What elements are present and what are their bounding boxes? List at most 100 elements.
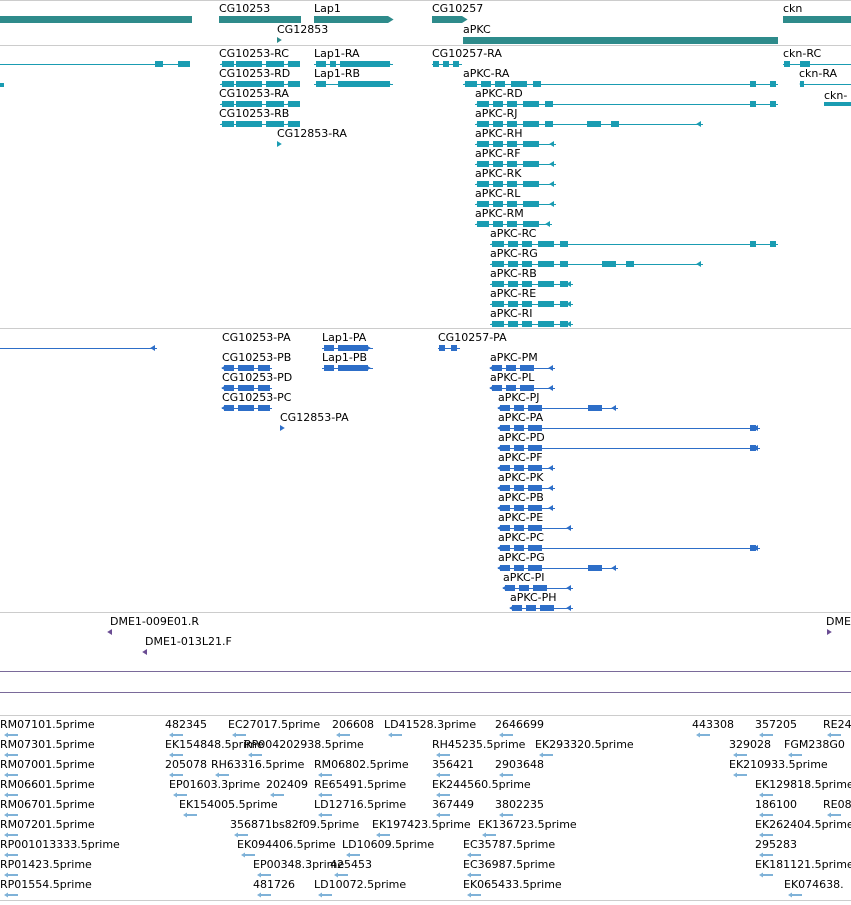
track-label[interactable]: 202409 bbox=[266, 778, 308, 791]
track-label[interactable]: EK129818.5prime bbox=[755, 778, 851, 791]
track-label[interactable]: CG10253 bbox=[219, 2, 271, 15]
track-label[interactable]: aPKC-RI bbox=[490, 307, 533, 320]
track-label[interactable]: aPKC-RM bbox=[475, 207, 524, 220]
track-label[interactable]: CG12853 bbox=[277, 23, 329, 36]
track-label[interactable]: 356871bs82f09.5prime bbox=[230, 818, 360, 831]
track-label[interactable]: aPKC-RJ bbox=[475, 107, 518, 120]
track-label[interactable]: aPKC-PB bbox=[498, 491, 544, 504]
track-label[interactable]: EC27017.5prime bbox=[228, 718, 321, 731]
track-label[interactable]: aPKC-PD bbox=[498, 431, 545, 444]
track-label[interactable]: Lap1-PA bbox=[322, 331, 367, 344]
track-label[interactable]: aPKC-PJ bbox=[498, 391, 540, 404]
track-label[interactable]: DME1-013L21.F bbox=[145, 635, 232, 648]
track-label[interactable]: CG10257-PA bbox=[438, 331, 507, 344]
track-label[interactable]: CG12853-PA bbox=[280, 411, 349, 424]
track-label[interactable]: LD41528.3prime bbox=[384, 718, 477, 731]
track-label[interactable]: 186100 bbox=[755, 798, 797, 811]
track-label[interactable]: aPKC-RD bbox=[475, 87, 523, 100]
track-label[interactable]: aPKC-PM bbox=[490, 351, 538, 364]
track-label[interactable]: DME bbox=[826, 615, 851, 628]
track-label[interactable]: aPKC bbox=[463, 23, 491, 36]
track-label[interactable]: CG10257 bbox=[432, 2, 484, 15]
track-label[interactable]: EC36987.5prime bbox=[463, 858, 556, 871]
track-label[interactable]: EC35787.5prime bbox=[463, 838, 556, 851]
track-label[interactable]: ckn bbox=[783, 2, 803, 15]
track-label[interactable]: CG10253-RA bbox=[219, 87, 289, 100]
track-label[interactable]: CG10253-PC bbox=[222, 391, 292, 404]
track-label[interactable]: LD12716.5prime bbox=[314, 798, 407, 811]
track-label[interactable]: RM07201.5prime bbox=[0, 818, 95, 831]
track-label[interactable]: aPKC-RA bbox=[463, 67, 510, 80]
track-label[interactable]: RP01423.5prime bbox=[0, 858, 92, 871]
track-label[interactable]: DME1-009E01.R bbox=[110, 615, 199, 628]
track-label[interactable]: CG10257-RA bbox=[432, 47, 502, 60]
track-label[interactable]: aPKC-PF bbox=[498, 451, 543, 464]
track-label[interactable]: RP01554.5prime bbox=[0, 878, 92, 891]
track-label[interactable]: EK293320.5prime bbox=[535, 738, 634, 751]
track-label[interactable]: RM07101.5prime bbox=[0, 718, 95, 731]
track-label[interactable]: aPKC-PG bbox=[498, 551, 545, 564]
track-label[interactable]: RP001013333.5prime bbox=[0, 838, 120, 851]
track-label[interactable]: EK074638. bbox=[784, 878, 844, 891]
track-label[interactable]: aPKC-PA bbox=[498, 411, 544, 424]
track-label[interactable]: 206608 bbox=[332, 718, 374, 731]
track-label[interactable]: CG10253-RD bbox=[219, 67, 291, 80]
track-label[interactable]: CG10253-RC bbox=[219, 47, 289, 60]
track-label[interactable]: aPKC-RC bbox=[490, 227, 537, 240]
track-label[interactable]: EP01603.3prime bbox=[169, 778, 261, 791]
track-label[interactable]: RM07301.5prime bbox=[0, 738, 95, 751]
track-label[interactable]: 357205 bbox=[755, 718, 797, 731]
track-label[interactable]: 295283 bbox=[755, 838, 797, 851]
track-label[interactable]: RH63316.5prime bbox=[211, 758, 305, 771]
track-label[interactable]: aPKC-RH bbox=[475, 127, 523, 140]
track-label[interactable]: EK244560.5prime bbox=[432, 778, 531, 791]
track-label[interactable]: 482345 bbox=[165, 718, 207, 731]
track-label[interactable]: EK197423.5prime bbox=[372, 818, 471, 831]
track-label[interactable]: aPKC-PL bbox=[490, 371, 535, 384]
track-label[interactable]: 443308 bbox=[692, 718, 734, 731]
track-label[interactable]: 367449 bbox=[432, 798, 474, 811]
track-label[interactable]: RE65491.5prime bbox=[314, 778, 407, 791]
track-label[interactable]: 2646699 bbox=[495, 718, 544, 731]
track-label[interactable]: aPKC-PK bbox=[498, 471, 544, 484]
track-label[interactable]: LD10609.5prime bbox=[342, 838, 435, 851]
track-label[interactable]: RM06601.5prime bbox=[0, 778, 95, 791]
track-label[interactable]: RH45235.5prime bbox=[432, 738, 526, 751]
track-label[interactable]: CG10253-PB bbox=[222, 351, 292, 364]
track-label[interactable]: EK065433.5prime bbox=[463, 878, 562, 891]
track-label[interactable]: RP004202938.5prime bbox=[244, 738, 364, 751]
track-label[interactable]: EK262404.5prime bbox=[755, 818, 851, 831]
track-label[interactable]: EK136723.5prime bbox=[478, 818, 577, 831]
track-label[interactable]: EK154848.5prime bbox=[165, 738, 264, 751]
track-label[interactable]: Lap1-PB bbox=[322, 351, 367, 364]
track-label[interactable]: CG10253-PD bbox=[222, 371, 293, 384]
track-label[interactable]: ckn-RA bbox=[799, 67, 838, 80]
track-label[interactable]: aPKC-RB bbox=[490, 267, 537, 280]
track-label[interactable]: 329028 bbox=[729, 738, 771, 751]
track-label[interactable]: aPKC-PH bbox=[510, 591, 557, 604]
track-label[interactable]: Lap1-RA bbox=[314, 47, 360, 60]
track-label[interactable]: RM06802.5prime bbox=[314, 758, 409, 771]
track-label[interactable]: aPKC-RF bbox=[475, 147, 521, 160]
track-label[interactable]: Lap1-RB bbox=[314, 67, 361, 80]
track-label[interactable]: 481726 bbox=[253, 878, 295, 891]
track-label[interactable]: EP00348.3prime bbox=[253, 858, 345, 871]
track-label[interactable]: aPKC-RE bbox=[490, 287, 537, 300]
track-label[interactable]: FGM238G0 bbox=[784, 738, 845, 751]
track-label[interactable]: 2903648 bbox=[495, 758, 544, 771]
track-label[interactable]: RE24 bbox=[823, 718, 851, 731]
track-label[interactable]: ckn-RC bbox=[783, 47, 822, 60]
track-label[interactable]: RM06701.5prime bbox=[0, 798, 95, 811]
track-label[interactable]: ckn- bbox=[824, 89, 848, 102]
track-label[interactable]: Lap1 bbox=[314, 2, 341, 15]
track-label[interactable]: aPKC-PI bbox=[503, 571, 545, 584]
track-label[interactable]: aPKC-PC bbox=[498, 531, 544, 544]
track-label[interactable]: RM07001.5prime bbox=[0, 758, 95, 771]
track-label[interactable]: 205078 bbox=[165, 758, 207, 771]
track-label[interactable]: EK094406.5prime bbox=[237, 838, 336, 851]
track-label[interactable]: LD10072.5prime bbox=[314, 878, 407, 891]
track-label[interactable]: EK210933.5prime bbox=[729, 758, 828, 771]
track-label[interactable]: aPKC-PE bbox=[498, 511, 544, 524]
track-label[interactable]: 425453 bbox=[330, 858, 372, 871]
track-label[interactable]: aPKC-RL bbox=[475, 187, 521, 200]
